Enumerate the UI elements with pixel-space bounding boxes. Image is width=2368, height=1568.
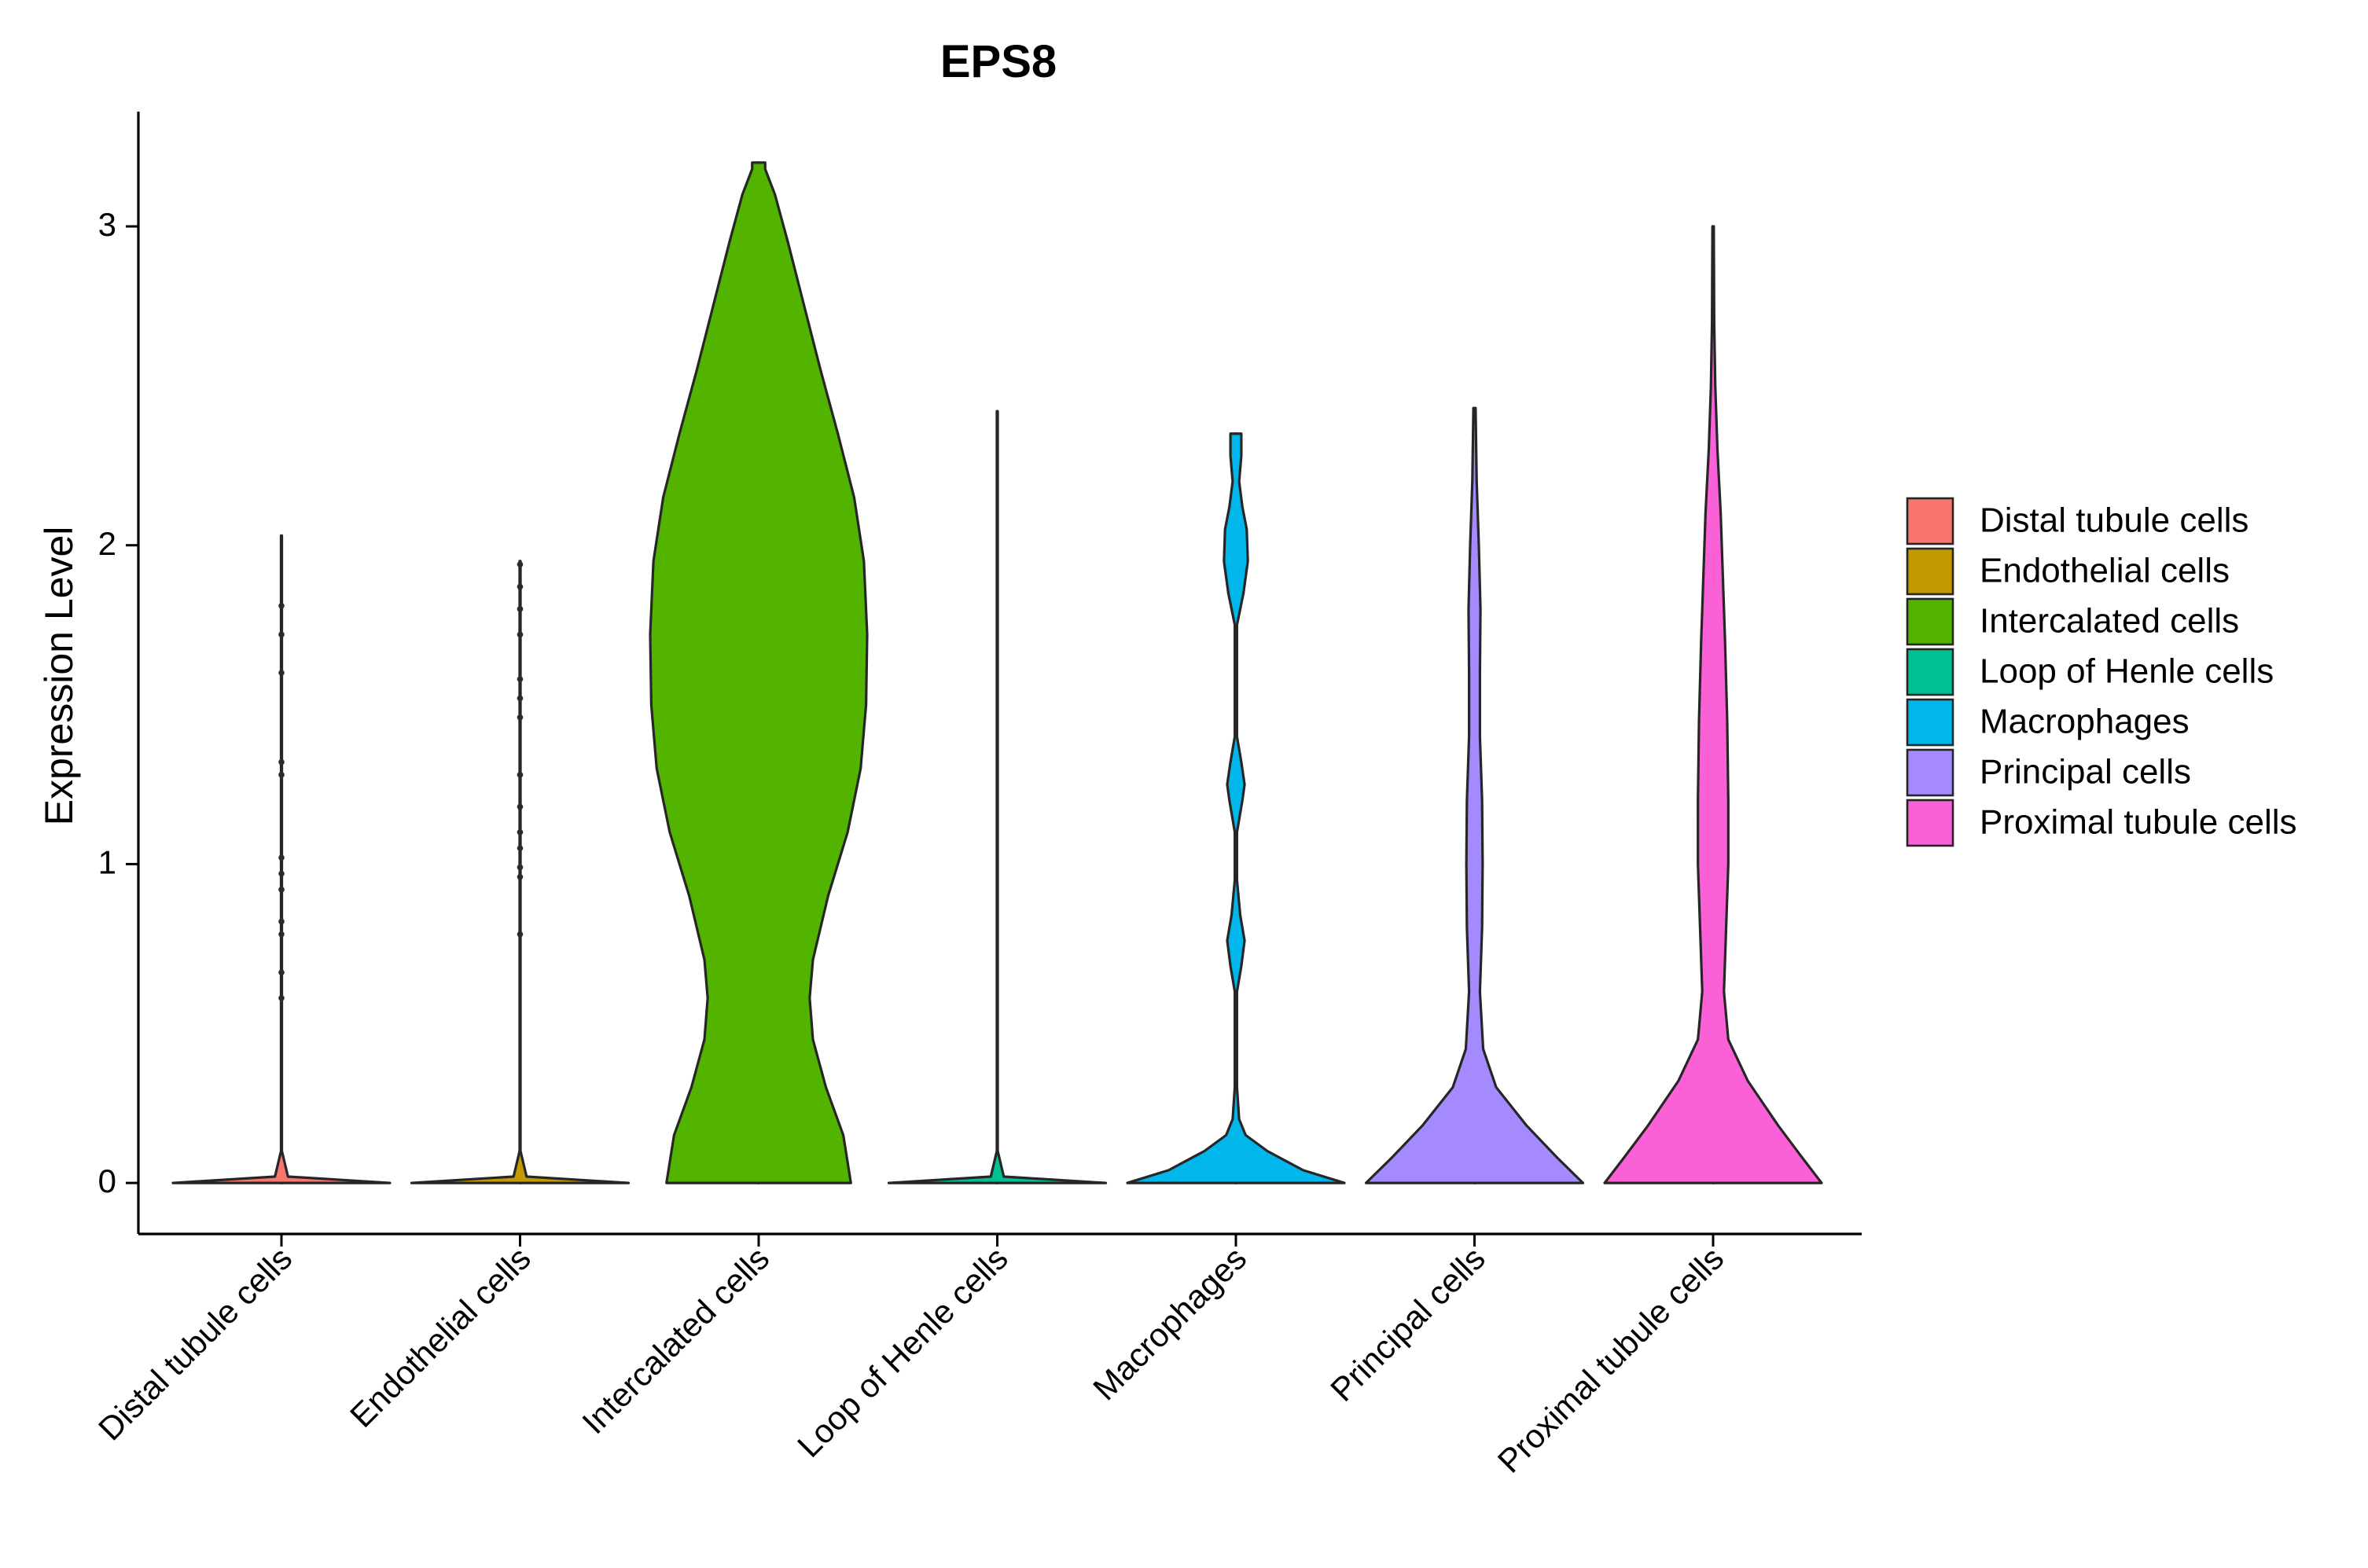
distal-tubule-cells-point-11	[278, 631, 285, 638]
legend: Distal tubule cells Endothelial cells Inte…	[1906, 497, 2297, 847]
violin-endothelial-cells	[410, 560, 631, 1184]
x-ticks: Distal tubule cells Endothelial cells Inte…	[91, 1234, 1730, 1480]
legend-key-proximal-tubule-cells	[1906, 799, 1954, 847]
x-tick-label-intercalated-cells: Intercalated cells	[575, 1239, 776, 1441]
violin-principal-cells	[1364, 406, 1585, 1184]
endothelial-cells-point-8	[517, 714, 524, 721]
endothelial-cells-point-13	[517, 583, 524, 590]
violins-layer	[171, 161, 1823, 1184]
x-tick-label-principal-cells: Principal cells	[1323, 1239, 1492, 1408]
endothelial-cells-point-12	[517, 606, 524, 612]
legend-key-loop-of-henle-cells	[1906, 648, 1954, 696]
violin-proximal-tubule-cells	[1603, 225, 1823, 1184]
x-tick-label-distal-tubule-cells: Distal tubule cells	[91, 1239, 299, 1447]
violin-macrophages	[1126, 432, 1346, 1184]
y-tick-label-0: 0	[98, 1162, 116, 1199]
legend-label-endothelial-cells: Endothelial cells	[1980, 552, 2230, 590]
y-tick-label-1: 1	[98, 844, 116, 881]
distal-tubule-cells-point-4	[278, 918, 285, 925]
x-tick-label-endothelial-cells: Endothelial cells	[343, 1239, 538, 1434]
legend-key-principal-cells	[1906, 748, 1954, 797]
y-tick-label-3: 3	[98, 206, 116, 243]
x-tick-label-loop-of-henle-cells: Loop of Henle cells	[790, 1239, 1015, 1464]
y-ticks: 0 1 2 3	[98, 206, 138, 1199]
endothelial-cells-point-14	[517, 561, 524, 567]
endothelial-cells-point-2	[517, 873, 524, 880]
distal-tubule-cells-point-6	[278, 870, 285, 877]
distal-tubule-cells-point-12	[278, 603, 285, 609]
distal-tubule-cells-point-1	[278, 994, 285, 1001]
legend-key-endothelial-cells	[1906, 547, 1954, 596]
endothelial-cells-point-5	[517, 829, 524, 835]
y-axis-title: Expression Level	[37, 527, 81, 826]
endothelial-cells-point-9	[517, 695, 524, 702]
endothelial-cells-point-7	[517, 772, 524, 778]
x-tick-label-proximal-tubule-cells: Proximal tubule cells	[1491, 1239, 1731, 1480]
endothelial-cells-point-11	[517, 631, 524, 638]
endothelial-cells-point-10	[517, 676, 524, 682]
distal-tubule-cells-point-8	[278, 772, 285, 778]
legend-key-intercalated-cells	[1906, 597, 1954, 646]
y-tick-label-2: 2	[98, 525, 116, 562]
legend-label-proximal-tubule-cells: Proximal tubule cells	[1980, 803, 2297, 842]
legend-label-distal-tubule-cells: Distal tubule cells	[1980, 501, 2248, 540]
distal-tubule-cells-point-10	[278, 670, 285, 676]
legend-label-intercalated-cells: Intercalated cells	[1980, 602, 2239, 641]
chart-title: EPS8	[940, 36, 1057, 87]
distal-tubule-cells-point-9	[278, 758, 285, 766]
endothelial-cells-point-4	[517, 845, 524, 851]
legend-label-loop-of-henle-cells: Loop of Henle cells	[1980, 652, 2274, 691]
endothelial-cells-point-1	[517, 931, 524, 938]
distal-tubule-cells-point-2	[278, 969, 285, 976]
violin-loop-of-henle-cells	[887, 409, 1108, 1184]
endothelial-cells-point-6	[517, 803, 524, 810]
distal-tubule-cells-point-3	[278, 931, 285, 938]
legend-label-macrophages: Macrophages	[1980, 703, 2190, 741]
x-tick-label-macrophages: Macrophages	[1086, 1239, 1253, 1407]
legend-key-macrophages	[1906, 698, 1954, 747]
legend-key-distal-tubule-cells	[1906, 497, 1954, 545]
endothelial-cells-point-3	[517, 864, 524, 871]
distal-tubule-cells-point-7	[278, 854, 285, 861]
distal-tubule-cells-point-5	[278, 887, 285, 893]
violin-intercalated-cells	[649, 161, 869, 1184]
legend-label-principal-cells: Principal cells	[1980, 753, 2191, 791]
